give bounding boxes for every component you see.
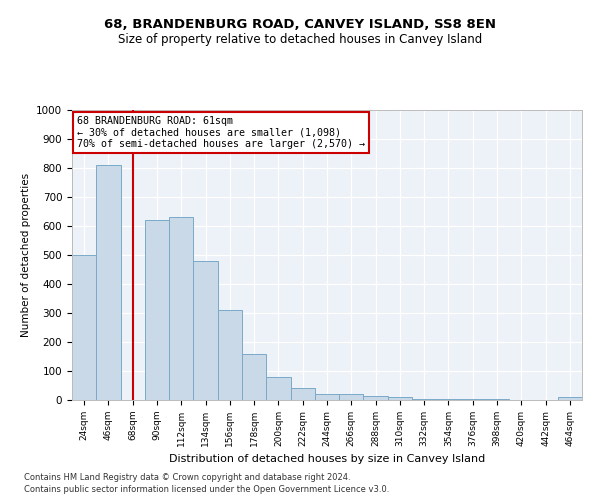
- Bar: [96, 165, 121, 400]
- Text: Contains HM Land Registry data © Crown copyright and database right 2024.: Contains HM Land Registry data © Crown c…: [24, 472, 350, 482]
- Text: Contains public sector information licensed under the Open Government Licence v3: Contains public sector information licen…: [24, 485, 389, 494]
- Bar: [290, 388, 315, 400]
- Bar: [193, 261, 218, 400]
- Y-axis label: Number of detached properties: Number of detached properties: [20, 173, 31, 337]
- Bar: [72, 255, 96, 400]
- Bar: [558, 397, 582, 400]
- Bar: [266, 377, 290, 400]
- Bar: [169, 218, 193, 400]
- Text: 68 BRANDENBURG ROAD: 61sqm
← 30% of detached houses are smaller (1,098)
70% of s: 68 BRANDENBURG ROAD: 61sqm ← 30% of deta…: [77, 116, 365, 149]
- Bar: [339, 394, 364, 400]
- Bar: [242, 354, 266, 400]
- Bar: [315, 394, 339, 400]
- Bar: [436, 399, 461, 400]
- X-axis label: Distribution of detached houses by size in Canvey Island: Distribution of detached houses by size …: [169, 454, 485, 464]
- Text: Size of property relative to detached houses in Canvey Island: Size of property relative to detached ho…: [118, 32, 482, 46]
- Bar: [388, 397, 412, 400]
- Bar: [145, 220, 169, 400]
- Text: 68, BRANDENBURG ROAD, CANVEY ISLAND, SS8 8EN: 68, BRANDENBURG ROAD, CANVEY ISLAND, SS8…: [104, 18, 496, 30]
- Bar: [218, 310, 242, 400]
- Bar: [364, 396, 388, 400]
- Bar: [412, 398, 436, 400]
